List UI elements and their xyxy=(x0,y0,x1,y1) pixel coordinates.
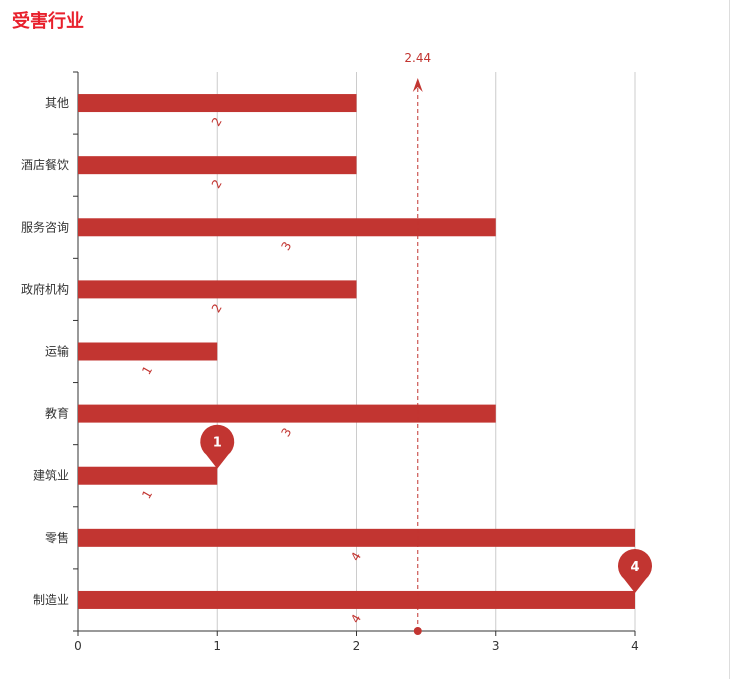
bar xyxy=(78,342,218,361)
mark-line-arrow-icon xyxy=(412,78,423,92)
bar xyxy=(78,466,218,485)
x-tick-label: 2 xyxy=(353,639,361,653)
page-title: 受害行业 xyxy=(12,11,84,32)
bar xyxy=(78,528,635,547)
category-label: 运输 xyxy=(45,344,69,359)
data-label: 1 xyxy=(139,488,155,502)
x-tick-label: 3 xyxy=(492,639,500,653)
data-label: 3 xyxy=(278,426,294,440)
mark-point-pin-icon xyxy=(200,424,235,469)
mark-line-label: 2.44 xyxy=(404,51,431,65)
bar xyxy=(78,590,635,609)
frame-border xyxy=(729,0,730,679)
category-label: 建筑业 xyxy=(33,468,69,483)
x-tick-label: 0 xyxy=(74,639,82,653)
bar xyxy=(78,156,357,175)
data-label: 1 xyxy=(139,363,155,377)
category-label: 零售 xyxy=(45,530,69,545)
x-tick-label: 4 xyxy=(631,639,639,653)
mark-point-label: 4 xyxy=(630,560,639,575)
bar xyxy=(78,218,496,237)
category-label: 酒店餐饮 xyxy=(21,157,69,172)
data-label: 3 xyxy=(278,239,294,253)
x-tick-label: 1 xyxy=(213,639,221,653)
bar xyxy=(78,404,496,423)
category-label: 制造业 xyxy=(33,593,69,607)
category-label: 服务咨询 xyxy=(21,219,69,234)
category-label: 政府机构 xyxy=(21,281,69,296)
bar xyxy=(78,280,357,299)
mark-point-label: 1 xyxy=(213,436,222,451)
mark-line-dot xyxy=(413,627,422,635)
bar xyxy=(78,94,357,113)
mark-point-pin-icon xyxy=(618,548,652,593)
category-label: 其他 xyxy=(45,96,69,110)
category-label: 教育 xyxy=(45,406,69,421)
